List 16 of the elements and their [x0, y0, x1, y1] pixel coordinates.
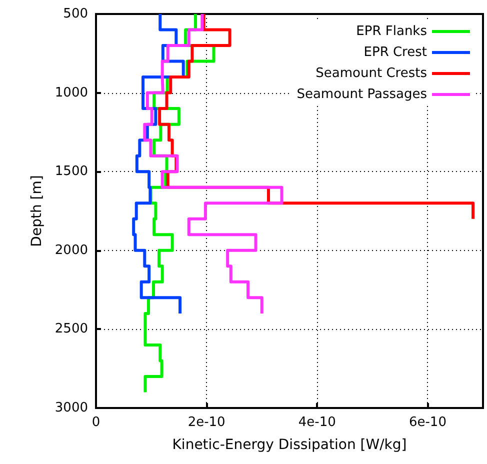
y-tick-label: 1500: [54, 164, 88, 180]
y-tick-label: 3000: [54, 400, 88, 416]
y-tick-label: 1000: [54, 85, 88, 100]
y-axis-title: Depth [m]: [29, 175, 45, 247]
x-axis-title: Kinetic-Energy Dissipation [W/kg]: [172, 437, 407, 453]
x-tick-label: 2e-10: [188, 415, 226, 430]
x-tick-label: 4e-10: [298, 415, 336, 430]
x-tick-label: 0: [92, 415, 100, 430]
legend-label: EPR Crest: [364, 45, 427, 60]
x-tick-label: 6e-10: [408, 415, 446, 430]
y-tick-label: 2500: [54, 322, 88, 337]
legend-label: EPR Flanks: [356, 24, 428, 39]
y-tick-label: 500: [63, 6, 88, 22]
legend-label: Seamount Crests: [316, 66, 428, 81]
y-tick-label: 2000: [54, 242, 88, 258]
legend-label: Seamount Passages: [296, 87, 428, 102]
